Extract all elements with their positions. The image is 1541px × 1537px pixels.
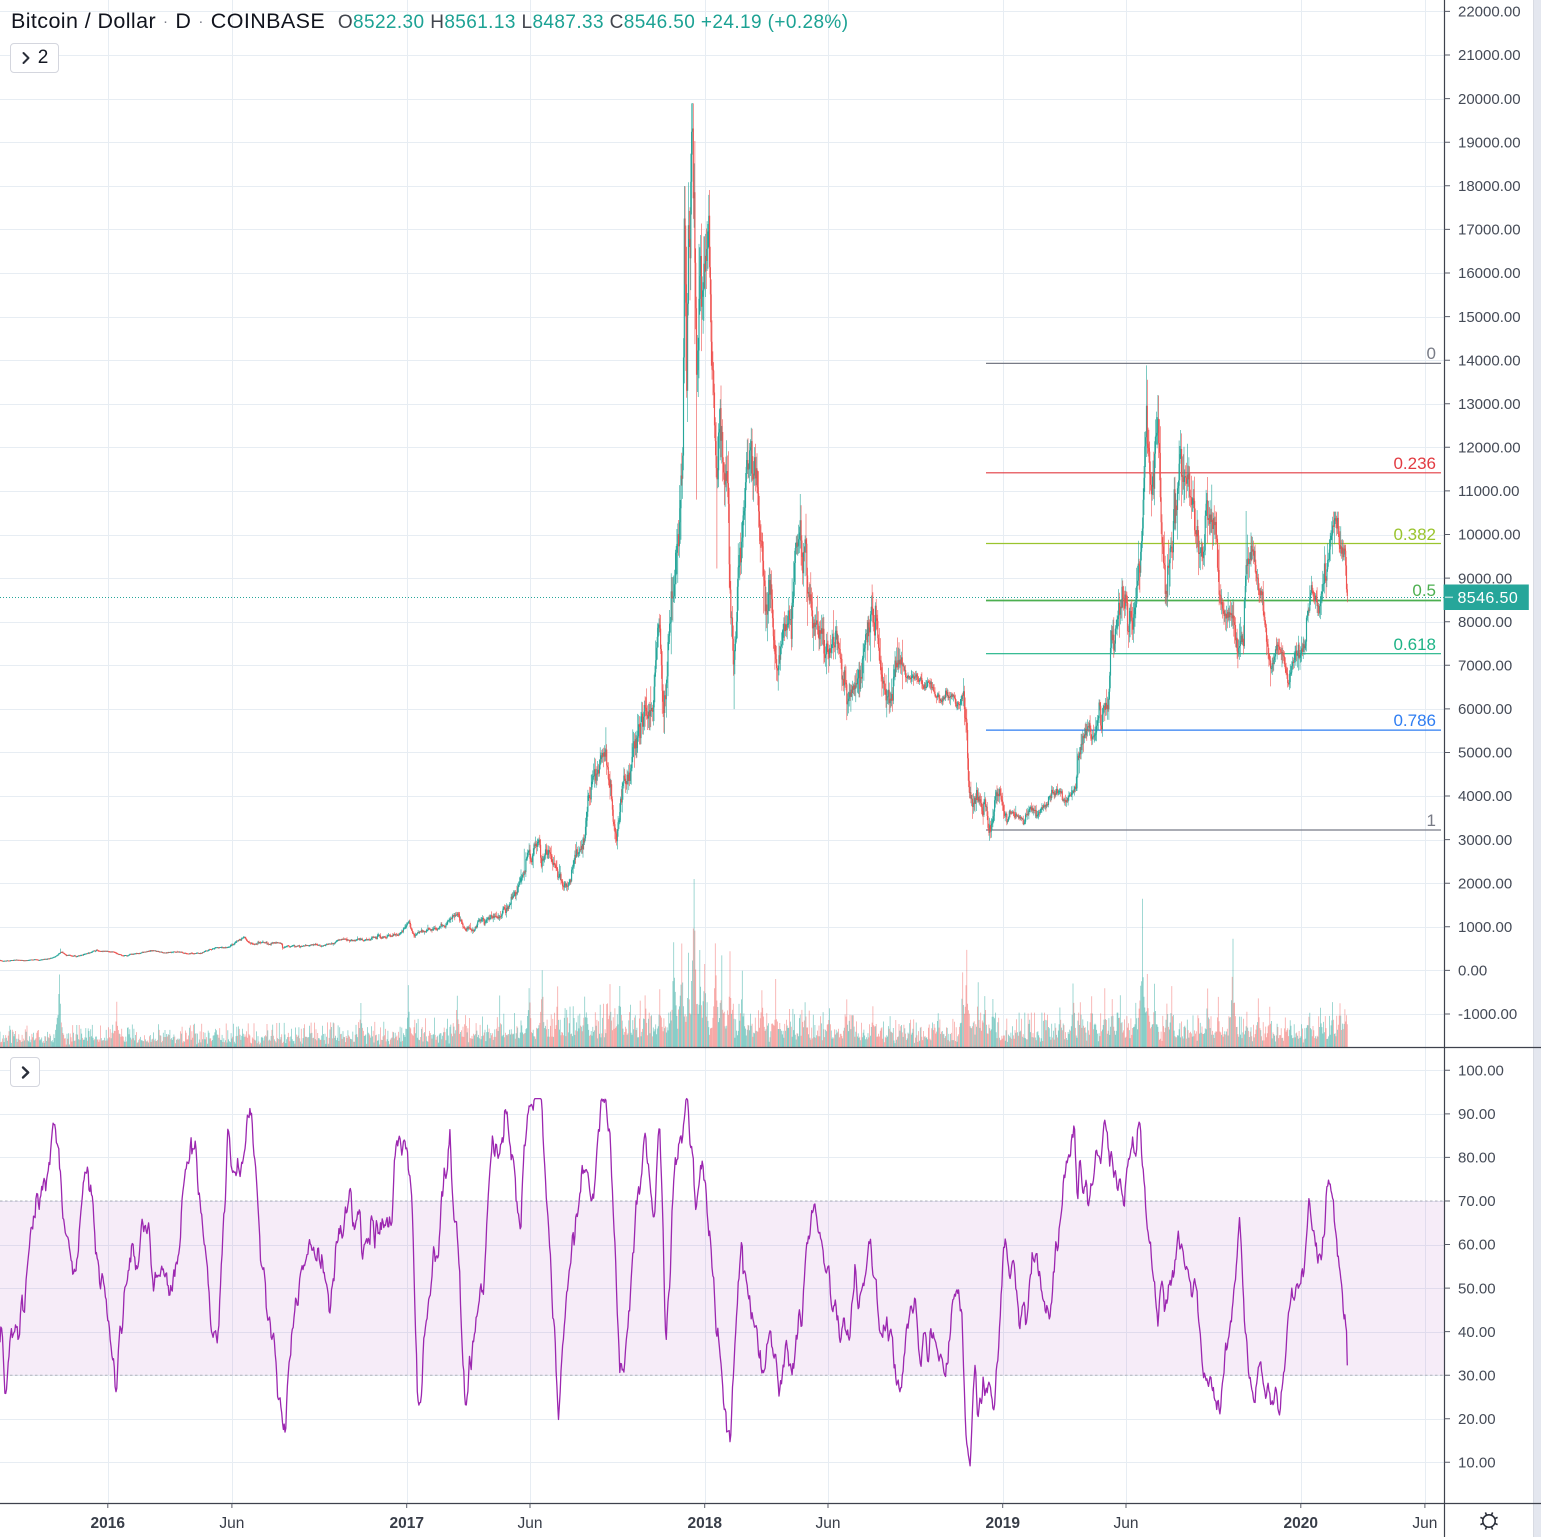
svg-text:2000.00: 2000.00 <box>1458 875 1512 892</box>
svg-text:0: 0 <box>1427 344 1436 363</box>
svg-text:0.786: 0.786 <box>1393 711 1436 730</box>
svg-text:18000.00: 18000.00 <box>1458 178 1521 195</box>
svg-text:20000.00: 20000.00 <box>1458 91 1521 108</box>
svg-text:2020: 2020 <box>1284 1515 1318 1532</box>
svg-text:2016: 2016 <box>91 1515 126 1532</box>
svg-text:10.00: 10.00 <box>1458 1455 1496 1472</box>
svg-text:2019: 2019 <box>985 1515 1020 1532</box>
svg-text:Jun: Jun <box>1412 1515 1437 1532</box>
svg-text:16000.00: 16000.00 <box>1458 265 1521 282</box>
svg-text:90.00: 90.00 <box>1458 1106 1496 1123</box>
svg-text:22000.00: 22000.00 <box>1458 4 1521 21</box>
svg-text:7000.00: 7000.00 <box>1458 658 1512 675</box>
svg-text:0.00: 0.00 <box>1458 963 1487 980</box>
svg-text:Jun: Jun <box>518 1515 543 1532</box>
svg-text:0.382: 0.382 <box>1393 525 1436 544</box>
svg-text:9000.00: 9000.00 <box>1458 570 1512 587</box>
svg-text:17000.00: 17000.00 <box>1458 222 1521 239</box>
svg-text:2017: 2017 <box>389 1515 423 1532</box>
svg-text:1: 1 <box>1427 811 1436 830</box>
svg-text:19000.00: 19000.00 <box>1458 134 1521 151</box>
svg-text:21000.00: 21000.00 <box>1458 47 1521 64</box>
svg-text:50.00: 50.00 <box>1458 1280 1496 1297</box>
svg-text:20.00: 20.00 <box>1458 1411 1496 1428</box>
svg-text:8000.00: 8000.00 <box>1458 614 1512 631</box>
svg-text:10000.00: 10000.00 <box>1458 527 1521 544</box>
svg-text:60.00: 60.00 <box>1458 1237 1496 1254</box>
svg-text:3000.00: 3000.00 <box>1458 832 1512 849</box>
svg-text:40.00: 40.00 <box>1458 1324 1496 1341</box>
svg-text:15000.00: 15000.00 <box>1458 309 1521 326</box>
svg-text:0.236: 0.236 <box>1393 454 1436 473</box>
svg-text:6000.00: 6000.00 <box>1458 701 1512 718</box>
svg-text:0.5: 0.5 <box>1412 581 1436 600</box>
svg-text:11000.00: 11000.00 <box>1458 483 1519 500</box>
svg-text:1000.00: 1000.00 <box>1458 919 1512 936</box>
svg-text:14000.00: 14000.00 <box>1458 352 1521 369</box>
svg-text:70.00: 70.00 <box>1458 1193 1496 1210</box>
svg-text:5000.00: 5000.00 <box>1458 745 1512 762</box>
svg-text:Jun: Jun <box>816 1515 841 1532</box>
svg-text:8546.50: 8546.50 <box>1458 590 1519 607</box>
svg-text:Jun: Jun <box>219 1515 244 1532</box>
svg-text:Jun: Jun <box>1114 1515 1139 1532</box>
svg-text:13000.00: 13000.00 <box>1458 396 1521 413</box>
svg-text:4000.00: 4000.00 <box>1458 788 1512 805</box>
svg-text:100.00: 100.00 <box>1458 1063 1504 1080</box>
svg-text:80.00: 80.00 <box>1458 1150 1496 1167</box>
svg-text:12000.00: 12000.00 <box>1458 440 1521 457</box>
svg-text:0.618: 0.618 <box>1393 635 1436 654</box>
svg-text:30.00: 30.00 <box>1458 1367 1496 1384</box>
svg-text:2018: 2018 <box>687 1515 722 1532</box>
svg-text:-1000.00: -1000.00 <box>1458 1006 1517 1023</box>
